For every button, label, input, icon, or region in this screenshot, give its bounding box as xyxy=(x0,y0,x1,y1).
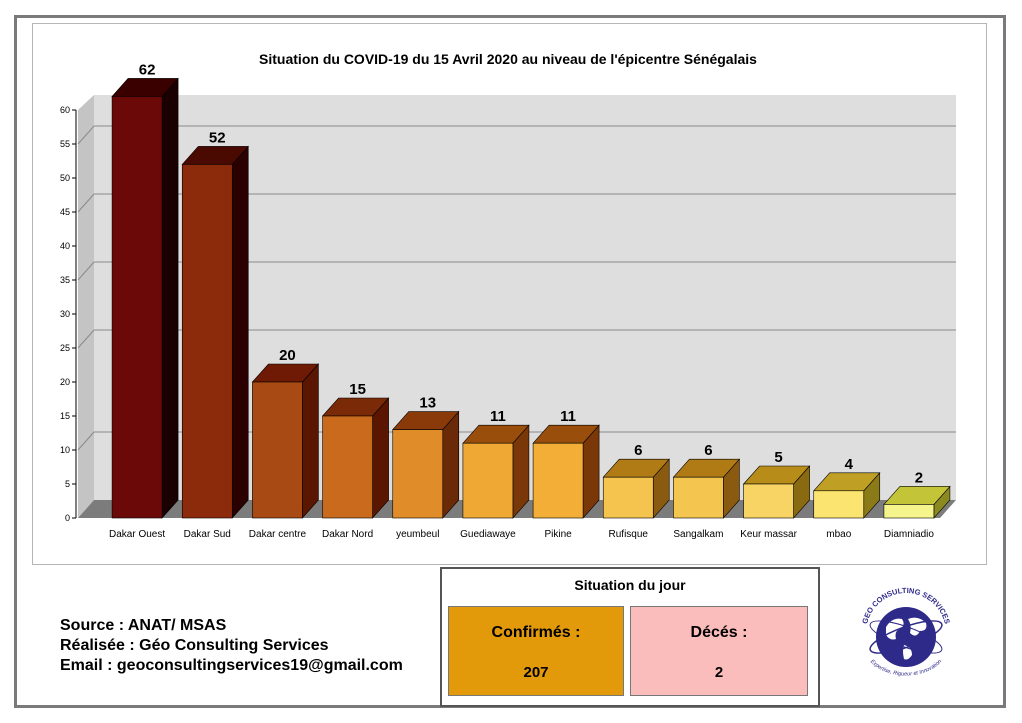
confirmed-value: 207 xyxy=(523,664,549,681)
y-tick-label: 40 xyxy=(60,241,70,251)
x-tick-label: Dakar Nord xyxy=(322,529,373,540)
bar-front xyxy=(743,483,794,519)
bar-front xyxy=(813,490,865,519)
footer-info: Source : ANAT/ MSAS Réalisée : Géo Consu… xyxy=(60,616,403,676)
gridline-side xyxy=(77,329,95,349)
bar-front xyxy=(462,442,514,519)
bar xyxy=(111,77,179,519)
bar-value-label: 15 xyxy=(349,381,366,398)
y-tick-label: 0 xyxy=(65,513,70,523)
x-tick-label: mbao xyxy=(826,529,851,540)
bar xyxy=(532,424,600,519)
bar-front xyxy=(673,476,724,519)
bar xyxy=(251,363,320,519)
gridline-side xyxy=(77,431,95,451)
x-tick-label: Dakar Ouest xyxy=(109,529,165,540)
bar-front xyxy=(111,96,163,519)
x-tick-label: Dakar centre xyxy=(249,529,307,540)
bar-value-label: 13 xyxy=(419,395,436,412)
globe-icon xyxy=(869,607,943,667)
y-tick-label: 25 xyxy=(60,343,70,353)
bar-front xyxy=(252,381,303,519)
bar-side xyxy=(442,410,460,519)
bar-front xyxy=(883,504,935,519)
gridline-side xyxy=(77,193,95,213)
made-by-text: Réalisée : Géo Consulting Services xyxy=(60,637,329,654)
x-tick-label: Keur massar xyxy=(740,529,797,540)
y-tick-label: 60 xyxy=(60,105,70,115)
bar xyxy=(672,458,741,519)
bar-value-label: 2 xyxy=(915,469,923,486)
bar xyxy=(742,465,811,519)
bar-value-label: 4 xyxy=(845,456,854,473)
x-tick-label: Diamniadio xyxy=(884,529,934,540)
y-tick-label: 45 xyxy=(60,207,70,217)
bar xyxy=(392,410,460,519)
gridline-side xyxy=(77,125,95,145)
bar-side xyxy=(302,363,319,519)
bar xyxy=(883,485,951,519)
y-tick-label: 50 xyxy=(60,173,70,183)
x-tick-label: Guediawaye xyxy=(460,529,516,540)
gridline-side xyxy=(77,261,95,281)
bar xyxy=(181,145,249,519)
chart-side-wall xyxy=(78,95,94,518)
x-tick-label: Pikine xyxy=(544,529,572,540)
bar-value-label: 11 xyxy=(490,408,506,425)
bar-value-label: 11 xyxy=(560,408,576,425)
bar-value-label: 6 xyxy=(704,442,712,459)
bar xyxy=(462,424,530,519)
deaths-label: Décés : xyxy=(690,624,748,641)
y-tick-label: 5 xyxy=(65,479,70,489)
x-tick-label: yeumbeul xyxy=(396,529,439,540)
source-text: Source : ANAT/ MSAS xyxy=(60,617,227,634)
bar-value-label: 6 xyxy=(634,442,642,459)
bar-value-label: 20 xyxy=(279,347,296,364)
bar-front xyxy=(322,415,373,519)
bar-side xyxy=(161,77,179,519)
bar xyxy=(321,397,390,519)
y-tick-label: 20 xyxy=(60,377,70,387)
bar-side xyxy=(372,397,389,519)
y-tick-label: 35 xyxy=(60,275,70,285)
bar-side xyxy=(231,145,249,519)
deaths-card: Décés : 2 xyxy=(630,606,808,696)
x-tick-label: Sangalkam xyxy=(673,529,723,540)
y-tick-label: 15 xyxy=(60,411,70,421)
bar-front xyxy=(602,476,654,519)
y-tick-label: 30 xyxy=(60,309,70,319)
bar xyxy=(602,458,670,519)
day-situation-title: Situation du jour xyxy=(574,577,686,593)
chart-title: Situation du COVID-19 du 15 Avril 2020 a… xyxy=(259,51,757,67)
bar-value-label: 5 xyxy=(774,449,782,466)
y-tick-label: 55 xyxy=(60,139,70,149)
x-tick-label: Dakar Sud xyxy=(184,529,231,540)
confirmed-label: Confirmés : xyxy=(491,624,581,641)
email-text: Email : geoconsultingservices19@gmail.co… xyxy=(60,657,403,674)
bar-front xyxy=(532,442,584,519)
y-tick-label: 10 xyxy=(60,445,70,455)
deaths-value: 2 xyxy=(714,664,724,681)
geo-consulting-logo: GEO CONSULTING SERVICES Expertise, Rigue… xyxy=(860,586,952,678)
bar-front xyxy=(392,429,444,519)
day-situation-box: Situation du jour Confirmés : 207 Décés … xyxy=(440,567,820,707)
bar-value-label: 52 xyxy=(209,129,226,146)
bar-front xyxy=(181,164,233,519)
bar xyxy=(813,472,881,519)
bar-value-label: 62 xyxy=(139,61,156,78)
x-tick-label: Rufisque xyxy=(609,529,649,540)
confirmed-card: Confirmés : 207 xyxy=(448,606,624,696)
